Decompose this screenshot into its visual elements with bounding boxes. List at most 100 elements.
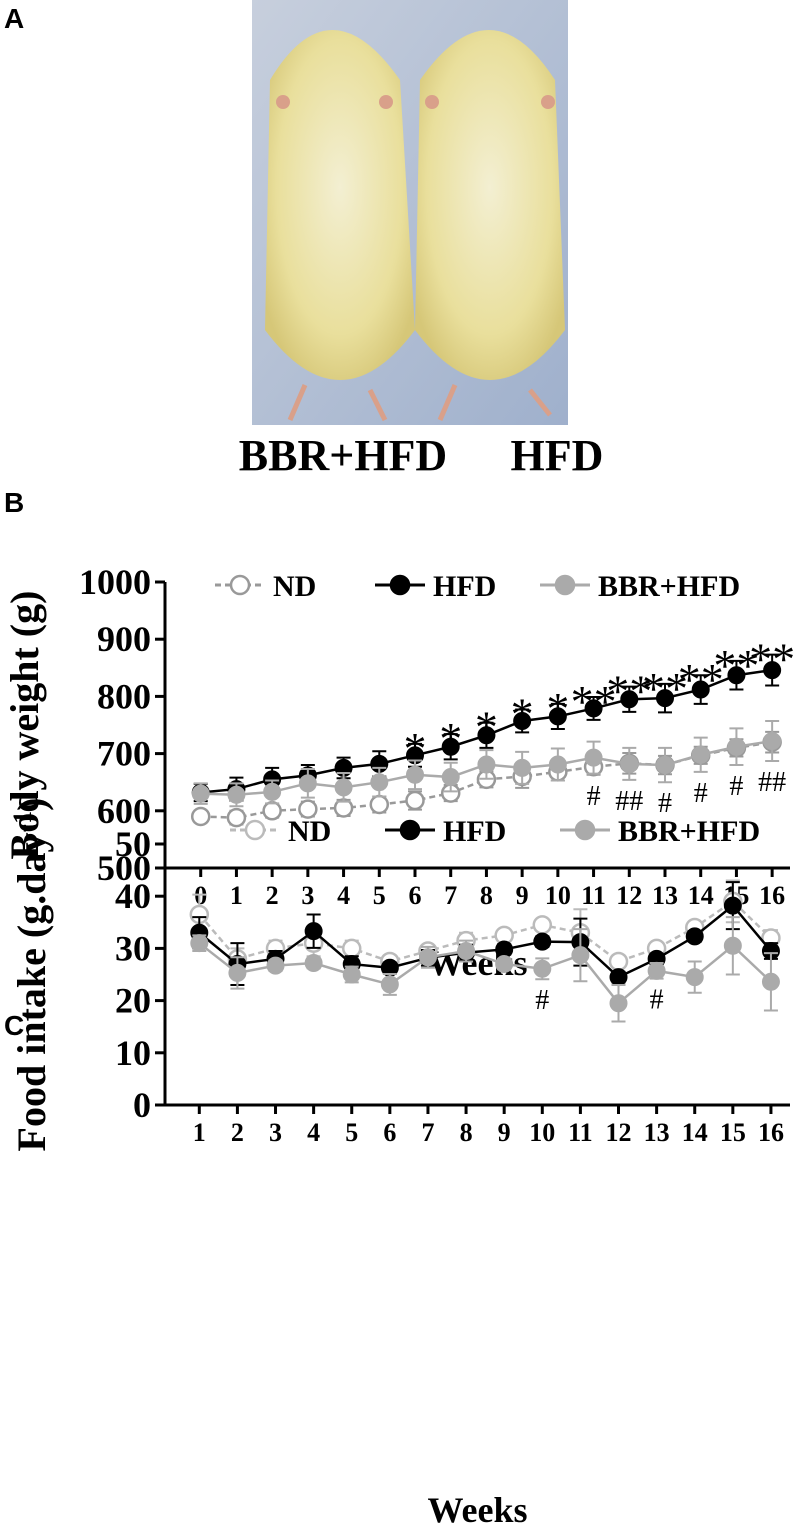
data-point <box>723 936 742 955</box>
significance-mark: * <box>511 689 534 740</box>
significance-mark: ** <box>571 676 617 727</box>
x-tick-label: 4 <box>307 1118 320 1147</box>
data-point <box>304 954 323 973</box>
data-point <box>406 765 424 784</box>
significance-mark: ** <box>749 634 795 685</box>
data-point <box>341 938 362 959</box>
significance-mark: ** <box>642 663 688 714</box>
x-tick-label: 13 <box>652 881 678 910</box>
data-point <box>723 896 742 915</box>
series-line <box>198 899 772 963</box>
data-point <box>620 690 639 709</box>
data-point <box>691 745 710 764</box>
data-point <box>342 965 361 984</box>
data-point <box>609 994 628 1013</box>
y-axis-title: Food intake (g.day-1) <box>8 798 55 1152</box>
x-tick-label: 7 <box>421 1118 434 1147</box>
y-tick-label: 0 <box>133 1085 151 1125</box>
x-tick-label: 2 <box>266 881 279 910</box>
data-point <box>656 689 674 708</box>
data-point <box>418 948 437 967</box>
legend-label: ND <box>273 570 316 603</box>
y-tick-label: 600 <box>97 791 151 831</box>
y-tick-label: 50 <box>115 824 151 864</box>
x-tick-label: 13 <box>644 1118 670 1147</box>
data-point <box>262 801 282 821</box>
legend-label: BBR+HFD <box>598 570 740 603</box>
photo-caption: BBR+HFD <box>239 431 447 480</box>
legend-marker <box>554 574 576 596</box>
significance-mark: ## <box>615 786 643 817</box>
data-point <box>369 794 390 815</box>
x-tick-label: 5 <box>345 1118 358 1147</box>
data-point <box>533 959 552 978</box>
data-point <box>226 807 247 828</box>
data-point <box>548 755 567 774</box>
y-axis-title: Body weight (g) <box>2 591 47 860</box>
x-tick-label: 1 <box>193 1118 206 1147</box>
x-tick-label: 6 <box>383 1118 396 1147</box>
x-tick-label: 4 <box>337 881 350 910</box>
y-axis-title-part: ) <box>9 798 54 811</box>
x-tick-label: 5 <box>373 881 386 910</box>
y-tick-label: 30 <box>115 928 151 968</box>
x-tick-label: 16 <box>758 1118 784 1147</box>
data-point <box>191 784 210 803</box>
photo-caption: HFD <box>511 431 604 480</box>
series-line <box>198 903 772 979</box>
x-tick-label: 3 <box>301 881 314 910</box>
x-tick-label: 11 <box>581 881 606 910</box>
significance-mark: # <box>587 781 601 812</box>
photo <box>252 0 568 425</box>
y-tick-label: 800 <box>97 676 151 716</box>
x-tick-label: 10 <box>545 881 571 910</box>
data-point <box>477 726 496 745</box>
legend-marker <box>399 819 421 841</box>
y-tick-label: 1000 <box>79 562 151 602</box>
data-point <box>763 732 782 751</box>
x-tick-label: 10 <box>529 1118 555 1147</box>
x-tick-label: 16 <box>759 881 785 910</box>
data-point <box>609 968 628 987</box>
data-point <box>533 932 552 951</box>
y-tick-label: 40 <box>115 876 151 916</box>
legend-marker <box>229 574 251 596</box>
legend-label: HFD <box>443 815 506 848</box>
significance-mark: * <box>475 702 498 753</box>
data-point <box>513 758 532 777</box>
y-tick-label: 20 <box>115 981 151 1021</box>
x-tick-label: 8 <box>480 881 493 910</box>
significance-mark: ** <box>713 640 759 691</box>
data-point <box>647 961 666 980</box>
panel-label: A <box>4 3 24 34</box>
significance-mark: # <box>694 778 708 809</box>
data-point <box>584 699 603 718</box>
y-tick-label: 10 <box>115 1033 151 1073</box>
legend-marker <box>244 819 266 841</box>
data-point <box>190 806 211 827</box>
legend-label: BBR+HFD <box>618 815 760 848</box>
data-point <box>727 737 746 756</box>
significance-mark: # <box>658 788 672 819</box>
data-point <box>228 963 247 982</box>
legend-label: ND <box>288 815 331 848</box>
significance-mark: ** <box>606 666 652 717</box>
x-tick-label: 2 <box>231 1118 244 1147</box>
x-tick-label: 12 <box>616 881 642 910</box>
legend-marker <box>389 574 411 596</box>
data-point <box>584 748 603 767</box>
x-tick-label: 9 <box>498 1118 511 1147</box>
data-point <box>370 773 389 792</box>
x-tick-label: 3 <box>269 1118 282 1147</box>
x-tick-label: 9 <box>516 881 529 910</box>
y-tick-label: 900 <box>97 619 151 659</box>
data-point <box>441 768 460 787</box>
x-tick-label: 15 <box>720 1118 746 1147</box>
data-point <box>685 927 704 946</box>
y-axis-title-part: -1 <box>8 811 37 833</box>
data-point <box>457 942 476 961</box>
data-point <box>441 737 460 756</box>
x-tick-label: 12 <box>606 1118 632 1147</box>
x-tick-label: 14 <box>682 1118 708 1147</box>
